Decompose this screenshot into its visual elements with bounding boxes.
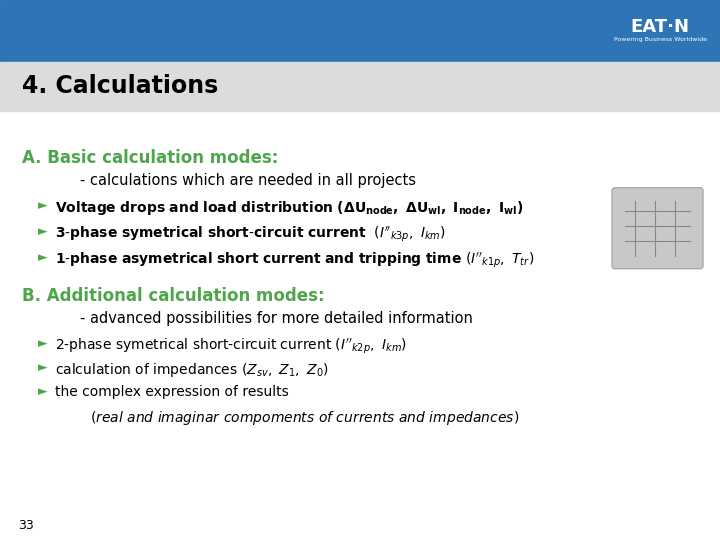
Text: - calculations which are needed in all projects: - calculations which are needed in all p… (80, 173, 416, 188)
Text: A. Basic calculation modes:: A. Basic calculation modes: (22, 148, 279, 167)
Text: Powering Business Worldwide: Powering Business Worldwide (613, 37, 706, 42)
Text: EAT·N: EAT·N (631, 18, 690, 36)
Text: B. Additional calculation modes:: B. Additional calculation modes: (22, 287, 325, 305)
Text: $\it{(real\ and\ imaginar\ compoments\ of\ currents\ and\ impedances)}$: $\it{(real\ and\ imaginar\ compoments\ o… (90, 409, 519, 427)
Text: 33: 33 (18, 519, 34, 532)
Text: ►: ► (38, 225, 48, 238)
Bar (0, 62, 720, 111)
FancyBboxPatch shape (612, 188, 703, 269)
Text: $\mathbf{1\text{-}phase\ asymetrical\ short\ current\ and\ tripping\ time\ }(I'': $\mathbf{1\text{-}phase\ asymetrical\ sh… (55, 251, 534, 270)
Text: $\mathbf{Voltage\ drops\ and\ load\ distribution\ (\Delta U_{node},\ \Delta U_{w: $\mathbf{Voltage\ drops\ and\ load\ dist… (55, 199, 523, 217)
Text: the complex expression of results: the complex expression of results (55, 384, 289, 399)
Text: ►: ► (38, 251, 48, 264)
Text: ►: ► (38, 337, 48, 350)
Text: - advanced possibilities for more detailed information: - advanced possibilities for more detail… (80, 310, 473, 326)
Text: 4. Calculations: 4. Calculations (22, 75, 218, 98)
Text: calculation of impedances $(Z_{sv},\ Z_1,\ Z_0)$: calculation of impedances $(Z_{sv},\ Z_1… (55, 361, 329, 379)
Text: ►: ► (38, 199, 48, 212)
Text: ►: ► (38, 361, 48, 374)
Text: $\mathbf{3\text{-}phase\ symetrical\ short\text{-}circuit\ current}$  $(I''_{k3p: $\mathbf{3\text{-}phase\ symetrical\ sho… (55, 225, 446, 244)
Text: 2-phase symetrical short-circuit current $(I''_{k2p},\ I_{km})$: 2-phase symetrical short-circuit current… (55, 337, 407, 356)
Bar (0, 0, 720, 62)
Text: ►: ► (38, 384, 48, 397)
